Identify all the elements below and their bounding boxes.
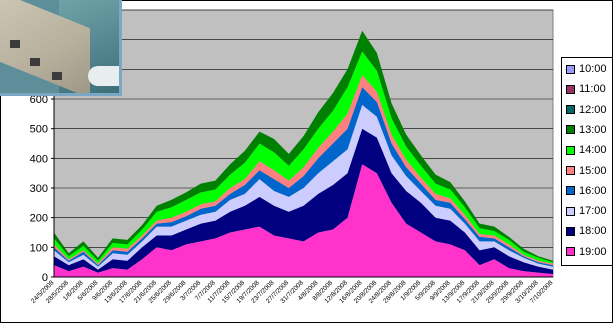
y-tick-label: 100 <box>30 242 48 254</box>
legend-label: 13:00 <box>579 123 607 136</box>
series-area-1800 <box>54 128 553 274</box>
legend-label: 11:00 <box>579 83 606 96</box>
legend-item: 10:00 <box>566 62 607 76</box>
legend-item: 15:00 <box>566 164 607 178</box>
x-axis: 24/5/200828/5/20081/6/20085/6/20089/6/20… <box>30 279 555 305</box>
legend: 10:00 11:00 12:00 13:00 14:00 15:00 16:00 17:00… <box>561 57 613 266</box>
legend-item: 19:00 <box>566 245 607 259</box>
series-area-1900 <box>54 164 553 277</box>
legend-label: 15:00 <box>579 164 607 177</box>
series-area-1400 <box>54 51 553 264</box>
legend-label: 17:00 <box>579 205 607 218</box>
series-area-1700 <box>54 104 553 270</box>
y-tick-label: 0 <box>42 272 48 284</box>
legend-swatch <box>566 206 575 216</box>
legend-label: 12:00 <box>579 103 607 116</box>
series-areas <box>54 30 553 277</box>
legend-item: 17:00 <box>566 204 607 218</box>
legend-label: 18:00 <box>579 225 607 238</box>
legend-item: 14:00 <box>566 143 607 157</box>
y-axis: 0 100 200 300 400 500 600 <box>30 10 553 284</box>
y-tick-label: 600 <box>30 94 48 106</box>
y-tick-label: 400 <box>30 153 48 165</box>
legend-swatch <box>566 145 575 155</box>
legend-label: 10:00 <box>579 63 607 75</box>
legend-swatch <box>566 64 575 74</box>
legend-item: 11:00 <box>566 82 606 96</box>
legend-swatch <box>566 84 575 94</box>
series-area-1500 <box>54 75 553 266</box>
legend-swatch <box>566 226 575 236</box>
y-tick-label: 200 <box>30 213 48 225</box>
y-tick-label: 500 <box>30 124 48 136</box>
legend-item: 12:00 <box>566 103 607 117</box>
legend-item: 13:00 <box>566 123 607 137</box>
legend-item: 18:00 <box>566 224 607 238</box>
legend-swatch <box>566 125 575 135</box>
series-area-1600 <box>54 87 553 267</box>
y-tick-label: 300 <box>30 183 48 195</box>
legend-swatch <box>566 247 575 257</box>
legend-swatch <box>566 166 575 175</box>
legend-item: 16:00 <box>566 184 607 198</box>
legend-swatch <box>566 186 575 196</box>
marina-photo <box>0 0 122 96</box>
gridlines <box>54 9 553 248</box>
legend-label: 14:00 <box>579 144 607 157</box>
legend-label: 16:00 <box>579 184 607 197</box>
legend-label: 19:00 <box>579 245 607 258</box>
series-area-1300 <box>54 30 553 263</box>
legend-swatch <box>566 105 575 115</box>
